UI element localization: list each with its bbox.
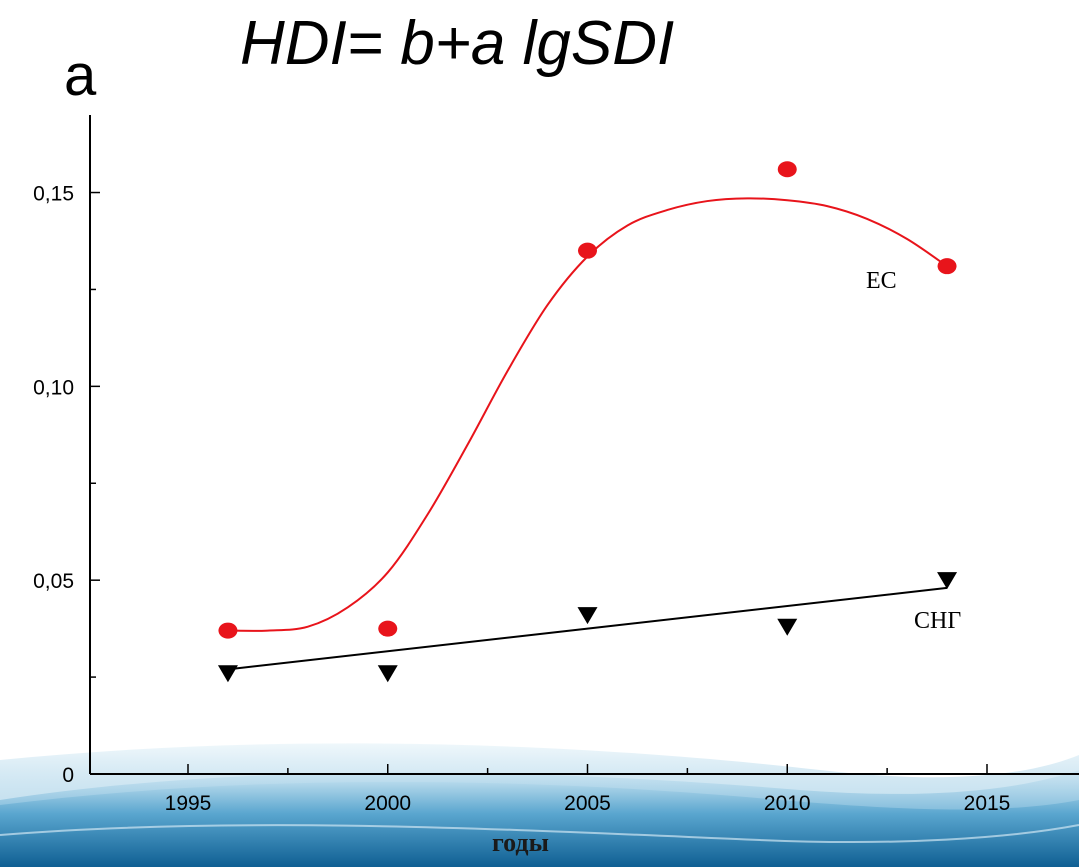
- y-tick-label: 0,05: [33, 570, 74, 593]
- data-point-sng: [217, 665, 238, 683]
- data-point-sng: [577, 607, 598, 625]
- data-point-sng: [377, 665, 398, 683]
- fit-line-sng: [227, 586, 948, 671]
- y-tick-label: 0,15: [33, 183, 74, 206]
- y-tick-label: 0: [62, 764, 74, 787]
- panel-letter: a: [64, 43, 97, 108]
- data-point-sng: [937, 572, 958, 590]
- x-tick-label: 2010: [764, 792, 811, 815]
- fit-line-es: [227, 197, 948, 632]
- x-tick-label: 2005: [564, 792, 611, 815]
- series-label-sng: СНГ: [914, 608, 962, 634]
- x-tick-label: 2015: [964, 792, 1011, 815]
- x-tick-label: 2000: [364, 792, 411, 815]
- data-point-sng: [777, 618, 798, 636]
- data-point-es: [378, 620, 398, 637]
- background-wave-light: [0, 743, 1079, 810]
- data-point-es: [578, 242, 597, 259]
- series-label-es: ЕС: [866, 268, 897, 294]
- data-point-es: [937, 258, 957, 275]
- chart-title: HDI= b+a lgSDI: [240, 9, 675, 78]
- x-axis-label: годы: [492, 828, 549, 857]
- data-point-es: [218, 622, 238, 639]
- x-tick-label: 1995: [165, 792, 212, 815]
- data-point-es: [777, 161, 797, 178]
- background-wave-line: [0, 824, 1079, 844]
- y-tick-label: 0,10: [33, 376, 74, 399]
